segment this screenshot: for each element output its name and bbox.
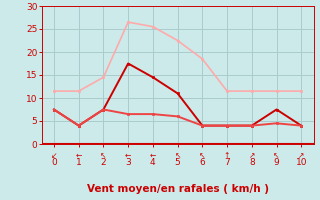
Text: ←: ← xyxy=(76,151,82,160)
Text: ↖: ↖ xyxy=(174,151,181,160)
Text: ↑: ↑ xyxy=(224,151,230,160)
Text: ↗: ↗ xyxy=(249,151,255,160)
Text: ↗: ↗ xyxy=(298,151,304,160)
X-axis label: Vent moyen/en rafales ( km/h ): Vent moyen/en rafales ( km/h ) xyxy=(87,184,268,194)
Text: ←: ← xyxy=(150,151,156,160)
Text: ←: ← xyxy=(125,151,131,160)
Text: ↖: ↖ xyxy=(199,151,205,160)
Text: ↖: ↖ xyxy=(100,151,107,160)
Text: ↙: ↙ xyxy=(51,151,57,160)
Text: ↖: ↖ xyxy=(273,151,280,160)
